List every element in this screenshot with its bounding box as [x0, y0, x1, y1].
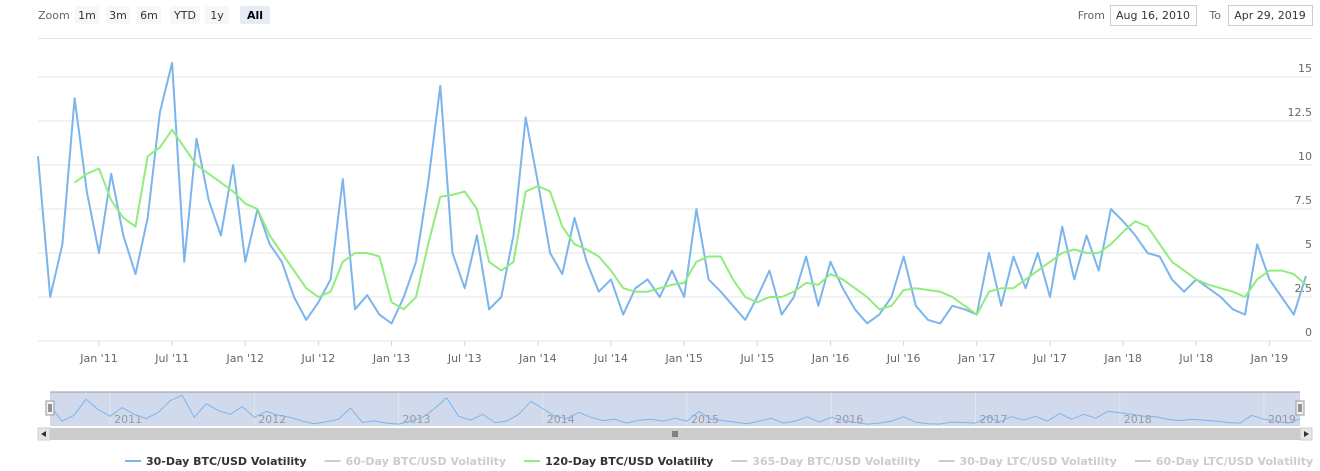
zoom-button-bg: [106, 6, 130, 24]
legend-item[interactable]: 30-Day LTC/USD Volatility: [938, 455, 1117, 468]
from-input[interactable]: [1110, 5, 1197, 26]
y-tick-label: 0: [1305, 326, 1312, 339]
zoom-button-label: 1m: [78, 9, 96, 22]
x-tick-label: Jul '12: [301, 352, 336, 365]
y-tick-label: 2.5: [1295, 282, 1313, 295]
navigator-handle[interactable]: [45, 400, 55, 416]
x-tick-label: Jan '17: [957, 352, 995, 365]
to-input[interactable]: [1228, 5, 1313, 26]
zoom-button[interactable]: 6m: [137, 6, 161, 24]
scrollbar-left-arrow: [41, 431, 46, 437]
zoom-button[interactable]: 1y: [205, 6, 229, 24]
legend-item[interactable]: 60-Day LTC/USD Volatility: [1134, 455, 1313, 468]
zoom-button-bg: [137, 6, 161, 24]
zoom-label: Zoom: [38, 9, 70, 22]
x-tick-label: Jul '14: [593, 352, 628, 365]
zoom-button[interactable]: 1m: [75, 6, 99, 24]
navigator-tick-label: 2011: [114, 413, 142, 426]
legend-label: 60-Day BTC/USD Volatility: [346, 455, 507, 468]
from-value: Aug 16, 2010: [1116, 9, 1190, 22]
legend-label: 365-Day BTC/USD Volatility: [752, 455, 920, 468]
legend-item[interactable]: 60-Day BTC/USD Volatility: [324, 455, 507, 468]
x-tick-label: Jan '11: [79, 352, 117, 365]
legend-label: 30-Day LTC/USD Volatility: [960, 455, 1117, 468]
y-tick-label: 10: [1298, 150, 1312, 163]
x-tick-label: Jan '13: [372, 352, 410, 365]
scrollbar-right-arrow: [1304, 431, 1309, 437]
y-tick-label: 7.5: [1295, 194, 1313, 207]
to-value: Apr 29, 2019: [1234, 9, 1306, 22]
x-tick-label: Jan '16: [811, 352, 849, 365]
zoom-button-bg: [75, 6, 99, 24]
zoom-button-label: 3m: [109, 9, 127, 22]
zoom-button[interactable]: 3m: [106, 6, 130, 24]
navigator-line: [49, 394, 1301, 425]
legend-label: 120-Day BTC/USD Volatility: [545, 455, 713, 468]
zoom-button[interactable]: YTD: [170, 6, 200, 24]
from-label: From: [1078, 9, 1105, 22]
zoom-button-bg: [170, 6, 200, 24]
zoom-button-label: 1y: [210, 9, 224, 22]
x-tick-label: Jul '15: [739, 352, 774, 365]
zoom-button-bg: [240, 6, 270, 24]
legend-item[interactable]: 30-Day BTC/USD Volatility: [125, 455, 307, 468]
x-tick-label: Jul '17: [1032, 352, 1067, 365]
x-tick-label: Jul '13: [447, 352, 482, 365]
y-tick-label: 12.5: [1288, 106, 1313, 119]
x-tick-label: Jan '14: [518, 352, 556, 365]
navigator-tick-label: 2015: [691, 413, 719, 426]
legend-item[interactable]: 365-Day BTC/USD Volatility: [731, 455, 921, 468]
navigator-tick-label: 2012: [258, 413, 286, 426]
x-tick-label: Jul '16: [886, 352, 921, 365]
navigator-mask: [50, 392, 1300, 426]
legend-label: 60-Day LTC/USD Volatility: [1156, 455, 1313, 468]
x-tick-label: Jan '15: [664, 352, 702, 365]
legend-item[interactable]: 120-Day BTC/USD Volatility: [524, 455, 713, 468]
navigator-handle[interactable]: [1295, 400, 1305, 416]
series-line: [74, 128, 1307, 316]
x-tick-label: Jul '18: [1178, 352, 1213, 365]
y-tick-label: 5: [1305, 238, 1312, 251]
navigator-tick-label: 2014: [547, 413, 575, 426]
zoom-button[interactable]: All: [240, 6, 270, 24]
series-line: [37, 61, 1307, 325]
legend-label: 30-Day BTC/USD Volatility: [146, 455, 307, 468]
y-tick-label: 15: [1298, 62, 1312, 75]
zoom-button-label: All: [247, 9, 263, 22]
x-tick-label: Jan '18: [1103, 352, 1141, 365]
x-tick-label: Jul '11: [154, 352, 189, 365]
x-tick-label: Jan '19: [1250, 352, 1288, 365]
to-label: To: [1208, 9, 1221, 22]
zoom-button-label: 6m: [140, 9, 158, 22]
zoom-button-bg: [205, 6, 229, 24]
x-tick-label: Jan '12: [226, 352, 264, 365]
navigator-tick-label: 2019: [1268, 413, 1296, 426]
zoom-button-label: YTD: [173, 9, 196, 22]
